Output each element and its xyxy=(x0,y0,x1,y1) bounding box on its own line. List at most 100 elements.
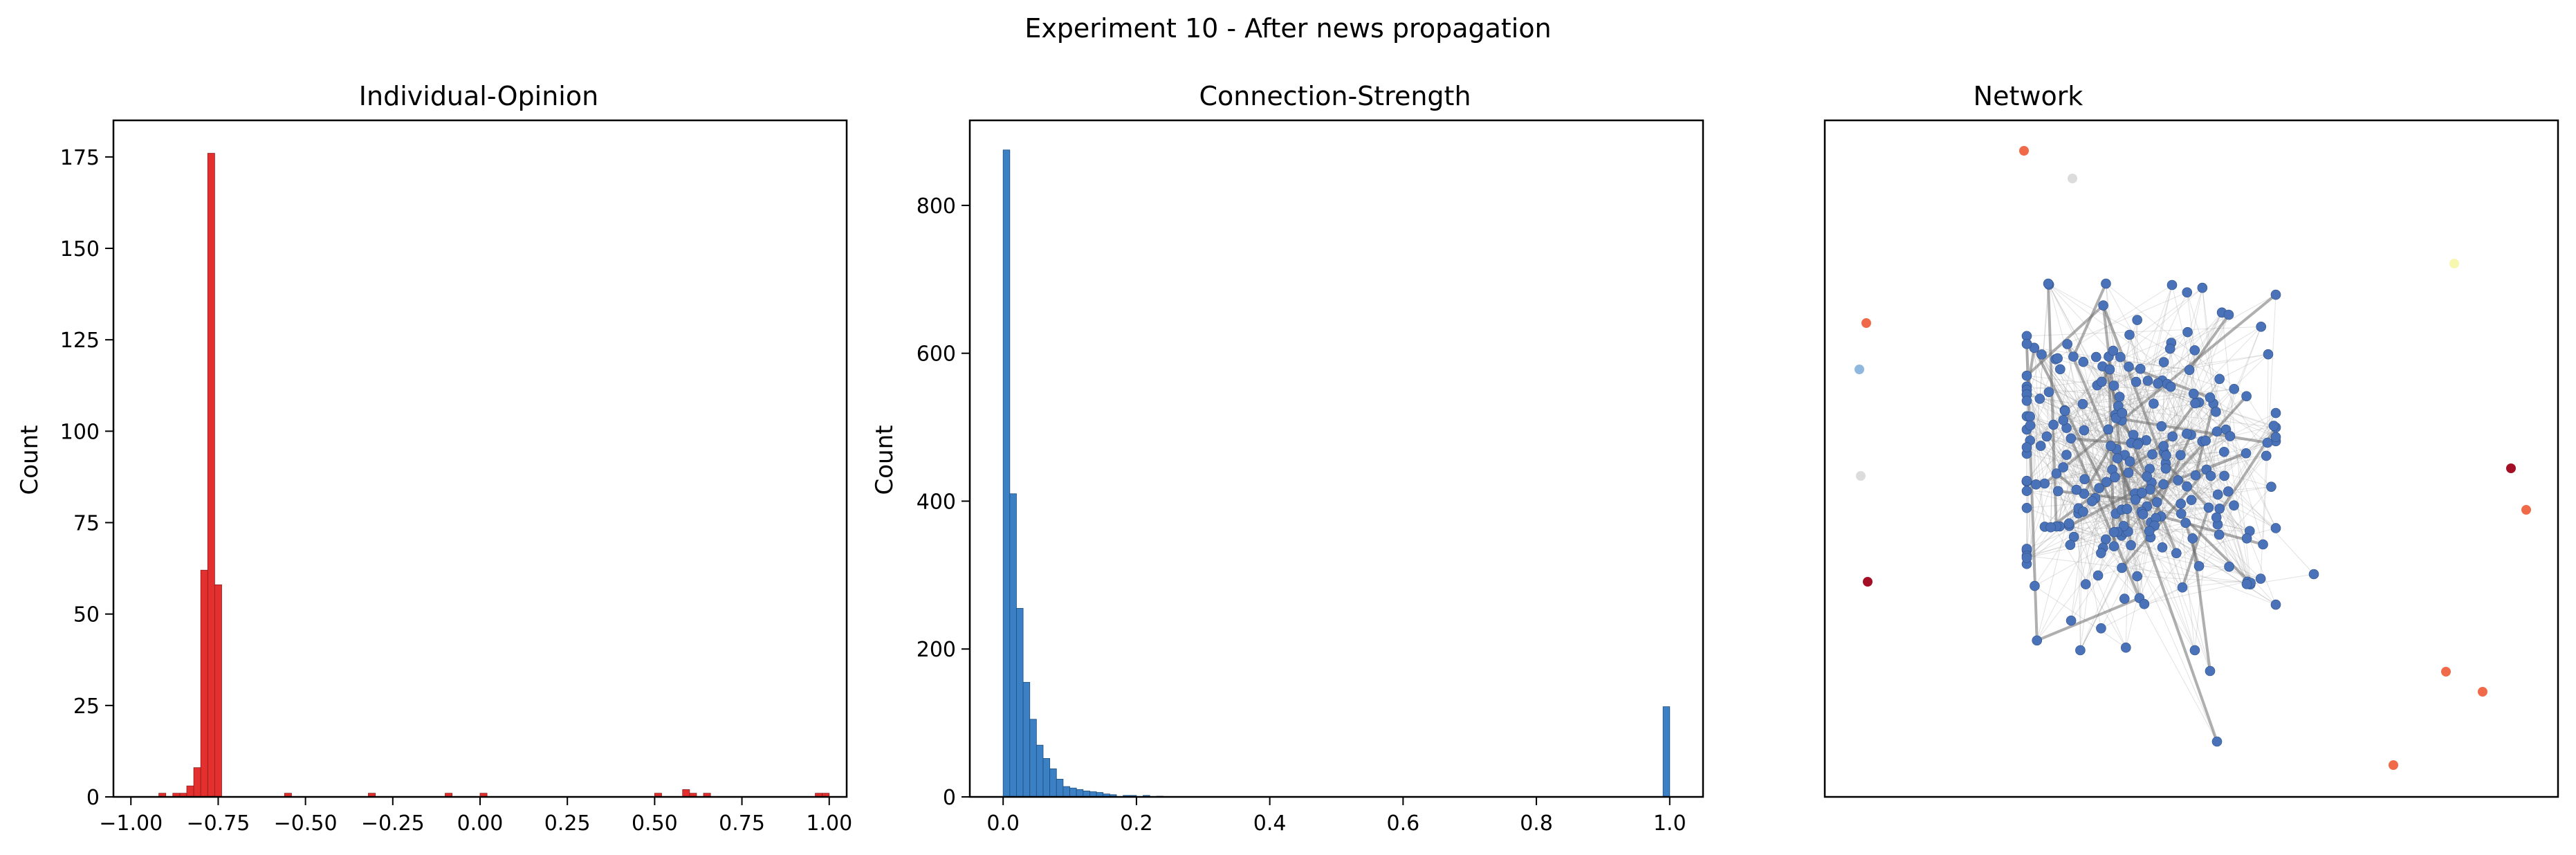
network-outlier-node xyxy=(2019,146,2029,156)
network-edge xyxy=(2026,389,2064,421)
network-node xyxy=(2041,431,2052,442)
opinion-axis-ticks: −1.00 −0.75 −0.50 −0.25 0.00 0.25 0.50 0.75 1.00… xyxy=(60,146,852,836)
network-node xyxy=(2062,339,2072,349)
network-edge xyxy=(2026,356,2097,556)
network-outlier-node xyxy=(2521,505,2531,515)
network-node xyxy=(2223,486,2234,497)
x-tick-label: 0.8 xyxy=(1520,811,1553,836)
network-node xyxy=(2052,486,2063,497)
network-node xyxy=(2021,370,2032,381)
network-edge xyxy=(2202,287,2229,492)
network-edge xyxy=(2138,442,2263,545)
network-node xyxy=(2241,448,2252,459)
network-node xyxy=(2224,561,2234,572)
network-node xyxy=(2214,374,2225,385)
network-node xyxy=(2043,278,2054,289)
network-axes-frame xyxy=(1823,119,2559,798)
network-node xyxy=(2187,533,2198,544)
network-edge xyxy=(2046,392,2050,436)
y-tick-label: 400 xyxy=(917,490,956,514)
network-node xyxy=(2161,450,2171,461)
network-edge xyxy=(2135,381,2216,412)
network-node xyxy=(2186,495,2197,506)
network-node xyxy=(2061,450,2072,460)
network-node xyxy=(2092,570,2104,581)
opinion-histogram-panel: Individual-Opinion Count −1.00 −0.75 −0.50… xyxy=(16,81,852,836)
network-edge xyxy=(2082,403,2196,651)
network-node xyxy=(2051,468,2062,479)
network-node xyxy=(2098,300,2108,311)
network-node xyxy=(2225,431,2236,441)
x-tick-label: 0.25 xyxy=(544,811,591,836)
connection-bars xyxy=(1002,149,1671,798)
network-edge xyxy=(2036,356,2109,641)
network-edge-strong xyxy=(2072,283,2108,358)
network-node xyxy=(2270,407,2281,419)
network-node xyxy=(2137,488,2148,498)
histogram-bar xyxy=(1009,493,1017,798)
network-edge xyxy=(2046,436,2234,506)
histogram-bar xyxy=(1002,149,1011,798)
network-edge xyxy=(2209,397,2276,438)
y-tick-label: 150 xyxy=(60,237,100,261)
network-node xyxy=(2270,599,2281,610)
histogram-bar xyxy=(186,785,194,798)
network-edge xyxy=(2026,394,2092,502)
network-edge xyxy=(2219,378,2267,457)
network-node xyxy=(2021,475,2032,486)
network-node xyxy=(2158,441,2169,452)
network-node xyxy=(2108,526,2119,537)
network-edge xyxy=(2036,444,2138,641)
network-node xyxy=(2124,329,2135,340)
network-node xyxy=(2211,736,2223,747)
network-edge xyxy=(2026,386,2074,537)
network-node xyxy=(2077,398,2088,410)
network-edge xyxy=(2056,366,2103,527)
figure-suptitle: Experiment 10 - After news propagation xyxy=(1024,13,1551,44)
network-node xyxy=(2211,512,2222,523)
network-edge xyxy=(2118,388,2234,407)
network-node xyxy=(2166,279,2178,291)
network-node xyxy=(2021,395,2032,406)
network-node xyxy=(2229,500,2239,511)
network-outlier-node xyxy=(2068,174,2077,183)
network-edge xyxy=(2187,331,2276,528)
network-node xyxy=(2182,287,2193,297)
network-node xyxy=(2080,579,2091,589)
y-tick-label: 100 xyxy=(60,420,100,444)
x-tick-label: 0.00 xyxy=(457,811,504,836)
network-node xyxy=(2106,441,2116,452)
network-edge xyxy=(2070,475,2196,546)
network-edge xyxy=(2026,389,2220,535)
histogram-bar xyxy=(1042,758,1051,798)
network-node xyxy=(2205,392,2216,403)
network-edge xyxy=(2108,287,2203,357)
network-node xyxy=(2270,432,2281,443)
histogram-bar xyxy=(682,789,690,798)
network-node xyxy=(2151,497,2162,508)
network-edge xyxy=(2026,326,2261,337)
network-node xyxy=(2177,582,2188,593)
network-node xyxy=(2078,506,2088,517)
network-edge xyxy=(2117,458,2162,517)
network-node xyxy=(2167,431,2178,442)
network-node xyxy=(2031,479,2041,490)
opinion-histogram-ylabel: Count xyxy=(16,425,44,495)
network-edge xyxy=(2026,353,2269,391)
network-edge-strong xyxy=(2070,438,2141,599)
network-node xyxy=(2223,309,2234,320)
network-node xyxy=(2211,426,2223,437)
y-tick-label: 800 xyxy=(917,194,956,219)
histogram-bar xyxy=(1662,706,1671,798)
network-edge xyxy=(2187,292,2196,351)
network-edge xyxy=(2026,335,2136,500)
network-node xyxy=(2175,450,2186,461)
network-node xyxy=(2122,504,2133,515)
network-node xyxy=(2119,594,2130,604)
network-node xyxy=(2256,322,2267,332)
network-node xyxy=(2205,470,2216,481)
opinion-axes-frame xyxy=(112,119,848,798)
network-node xyxy=(2117,562,2127,573)
network-node xyxy=(2132,571,2142,582)
network-edge xyxy=(2123,526,2218,742)
